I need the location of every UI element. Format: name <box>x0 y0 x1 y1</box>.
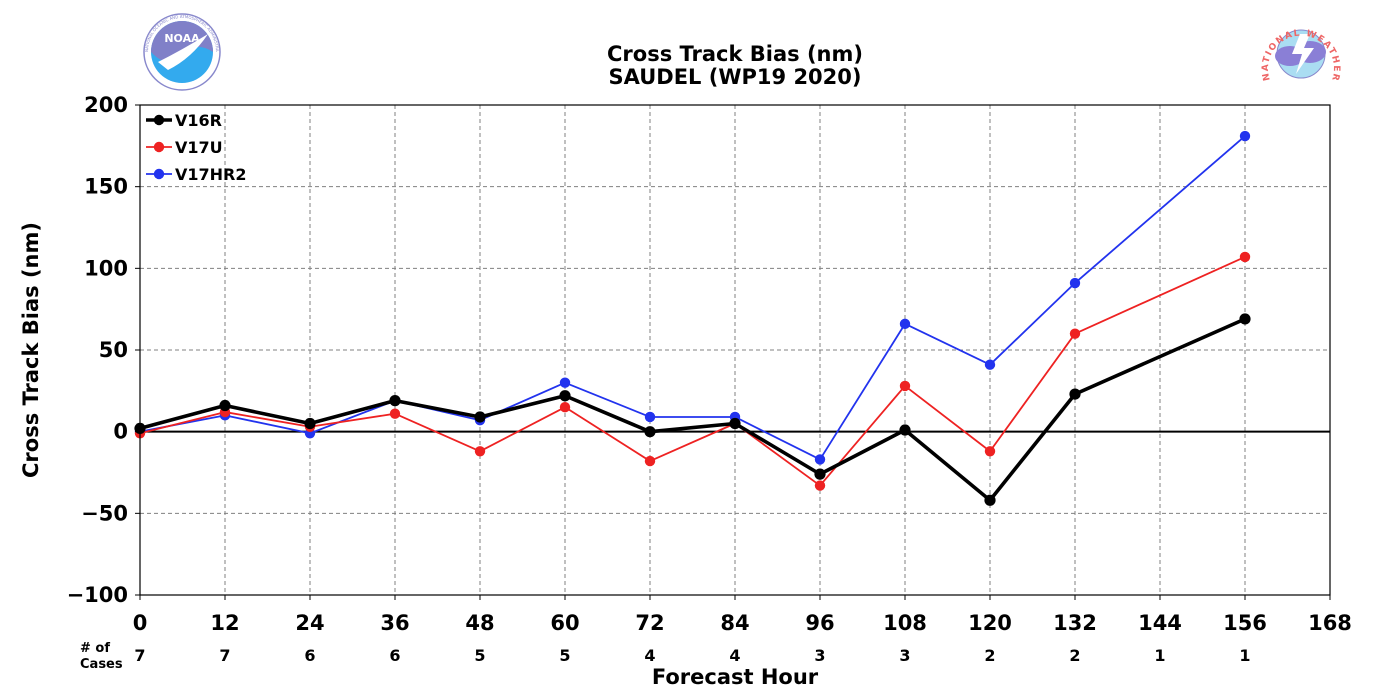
data-point <box>389 408 401 419</box>
x-tick-label: 120 <box>968 611 1012 635</box>
legend-swatch-marker <box>153 114 165 126</box>
case-count: 6 <box>304 646 315 665</box>
series-v16r <box>134 313 1251 506</box>
case-count: 5 <box>559 646 570 665</box>
y-tick-label: −100 <box>67 583 128 607</box>
data-point <box>1239 313 1251 325</box>
data-point <box>814 468 826 480</box>
case-count: 2 <box>984 646 995 665</box>
case-count: 1 <box>1239 646 1250 665</box>
x-axis-label: Forecast Hour <box>652 665 819 689</box>
legend-swatch-marker <box>153 141 165 153</box>
data-point <box>644 411 656 423</box>
data-point <box>474 411 486 423</box>
legend-label: V17HR2 <box>175 165 247 184</box>
x-tick-label: 48 <box>465 611 494 635</box>
noaa-logo: NOAA NATIONAL OCEANIC AND ATMOSPHERIC AD… <box>0 0 221 91</box>
case-count: 4 <box>729 646 740 665</box>
y-tick-label: 50 <box>99 338 128 362</box>
grid-layer <box>140 105 1330 595</box>
cases-header-line2: Cases <box>80 657 123 672</box>
series-v17u <box>134 251 1251 491</box>
legend-swatch-marker <box>153 168 165 180</box>
data-point <box>219 399 231 412</box>
data-point <box>984 446 996 457</box>
y-axis-label: Cross Track Bias (nm) <box>19 222 43 478</box>
case-count: 6 <box>389 646 400 665</box>
series-layer <box>134 130 1251 506</box>
y-tick-label: 150 <box>84 175 128 199</box>
x-tick-label: 84 <box>720 611 749 635</box>
series-line <box>139 135 1246 461</box>
data-point <box>814 480 826 491</box>
legend: V16R V17U V17HR2 <box>146 111 247 184</box>
data-point <box>899 380 911 392</box>
data-point <box>644 455 656 467</box>
series-line <box>139 317 1246 503</box>
x-tick-label: 144 <box>1138 611 1182 635</box>
data-point <box>984 359 996 370</box>
x-tick-label: 168 <box>1308 611 1352 635</box>
case-count: 7 <box>134 646 145 665</box>
data-point <box>1069 388 1081 400</box>
cases-header-line1: # of <box>80 641 110 656</box>
data-point <box>899 424 911 436</box>
chart-title: Cross Track Bias (nm) <box>607 42 863 66</box>
data-point <box>559 390 571 402</box>
legend-item: V17U <box>146 138 223 157</box>
case-count: 2 <box>1069 646 1080 665</box>
noaa-logo-text: NOAA <box>164 32 200 45</box>
x-tick-label: 24 <box>295 611 324 635</box>
data-point <box>644 426 656 438</box>
x-tick-label: 108 <box>883 611 927 635</box>
case-count: 1 <box>1154 646 1165 665</box>
legend-item: V17HR2 <box>146 165 247 184</box>
tick-layer: 0 12 24 36 48 60 72 84 96 108 120 132 144 156 168 −100 −… <box>67 93 1352 635</box>
case-count: 5 <box>474 646 485 665</box>
x-tick-label: 12 <box>210 611 239 635</box>
data-point <box>559 377 571 388</box>
data-point <box>474 446 486 457</box>
case-count: 3 <box>899 646 910 665</box>
series-v17hr2 <box>134 130 1251 465</box>
data-point <box>1239 251 1251 263</box>
data-point <box>899 318 911 330</box>
y-tick-label: 100 <box>84 256 128 280</box>
data-point <box>1239 130 1251 142</box>
data-point <box>984 494 996 506</box>
case-count: 7 <box>219 646 230 665</box>
legend-item: V16R <box>146 111 222 130</box>
x-tick-label: 60 <box>550 611 579 635</box>
series-line <box>139 256 1246 487</box>
x-tick-label: 156 <box>1223 611 1267 635</box>
data-point <box>559 401 571 413</box>
y-tick-label: 0 <box>113 420 128 444</box>
data-point <box>729 417 741 430</box>
cases-row: 7 7 6 6 5 5 4 4 3 3 2 2 1 1 <box>134 646 1250 665</box>
x-tick-label: 0 <box>133 611 148 635</box>
data-point <box>814 454 826 465</box>
x-tick-label: 132 <box>1053 611 1097 635</box>
y-tick-label: 200 <box>84 93 128 117</box>
case-count: 3 <box>814 646 825 665</box>
case-count: 4 <box>644 646 655 665</box>
data-point <box>1069 328 1081 339</box>
legend-label: V17U <box>175 138 223 157</box>
x-tick-label: 36 <box>380 611 409 635</box>
data-point <box>304 417 316 430</box>
data-point <box>1069 277 1081 289</box>
legend-label: V16R <box>175 111 222 130</box>
x-tick-label: 72 <box>635 611 664 635</box>
data-point <box>389 395 401 407</box>
y-tick-label: −50 <box>81 501 128 525</box>
chart-subtitle: SAUDEL (WP19 2020) <box>609 65 862 89</box>
x-tick-label: 96 <box>805 611 834 635</box>
